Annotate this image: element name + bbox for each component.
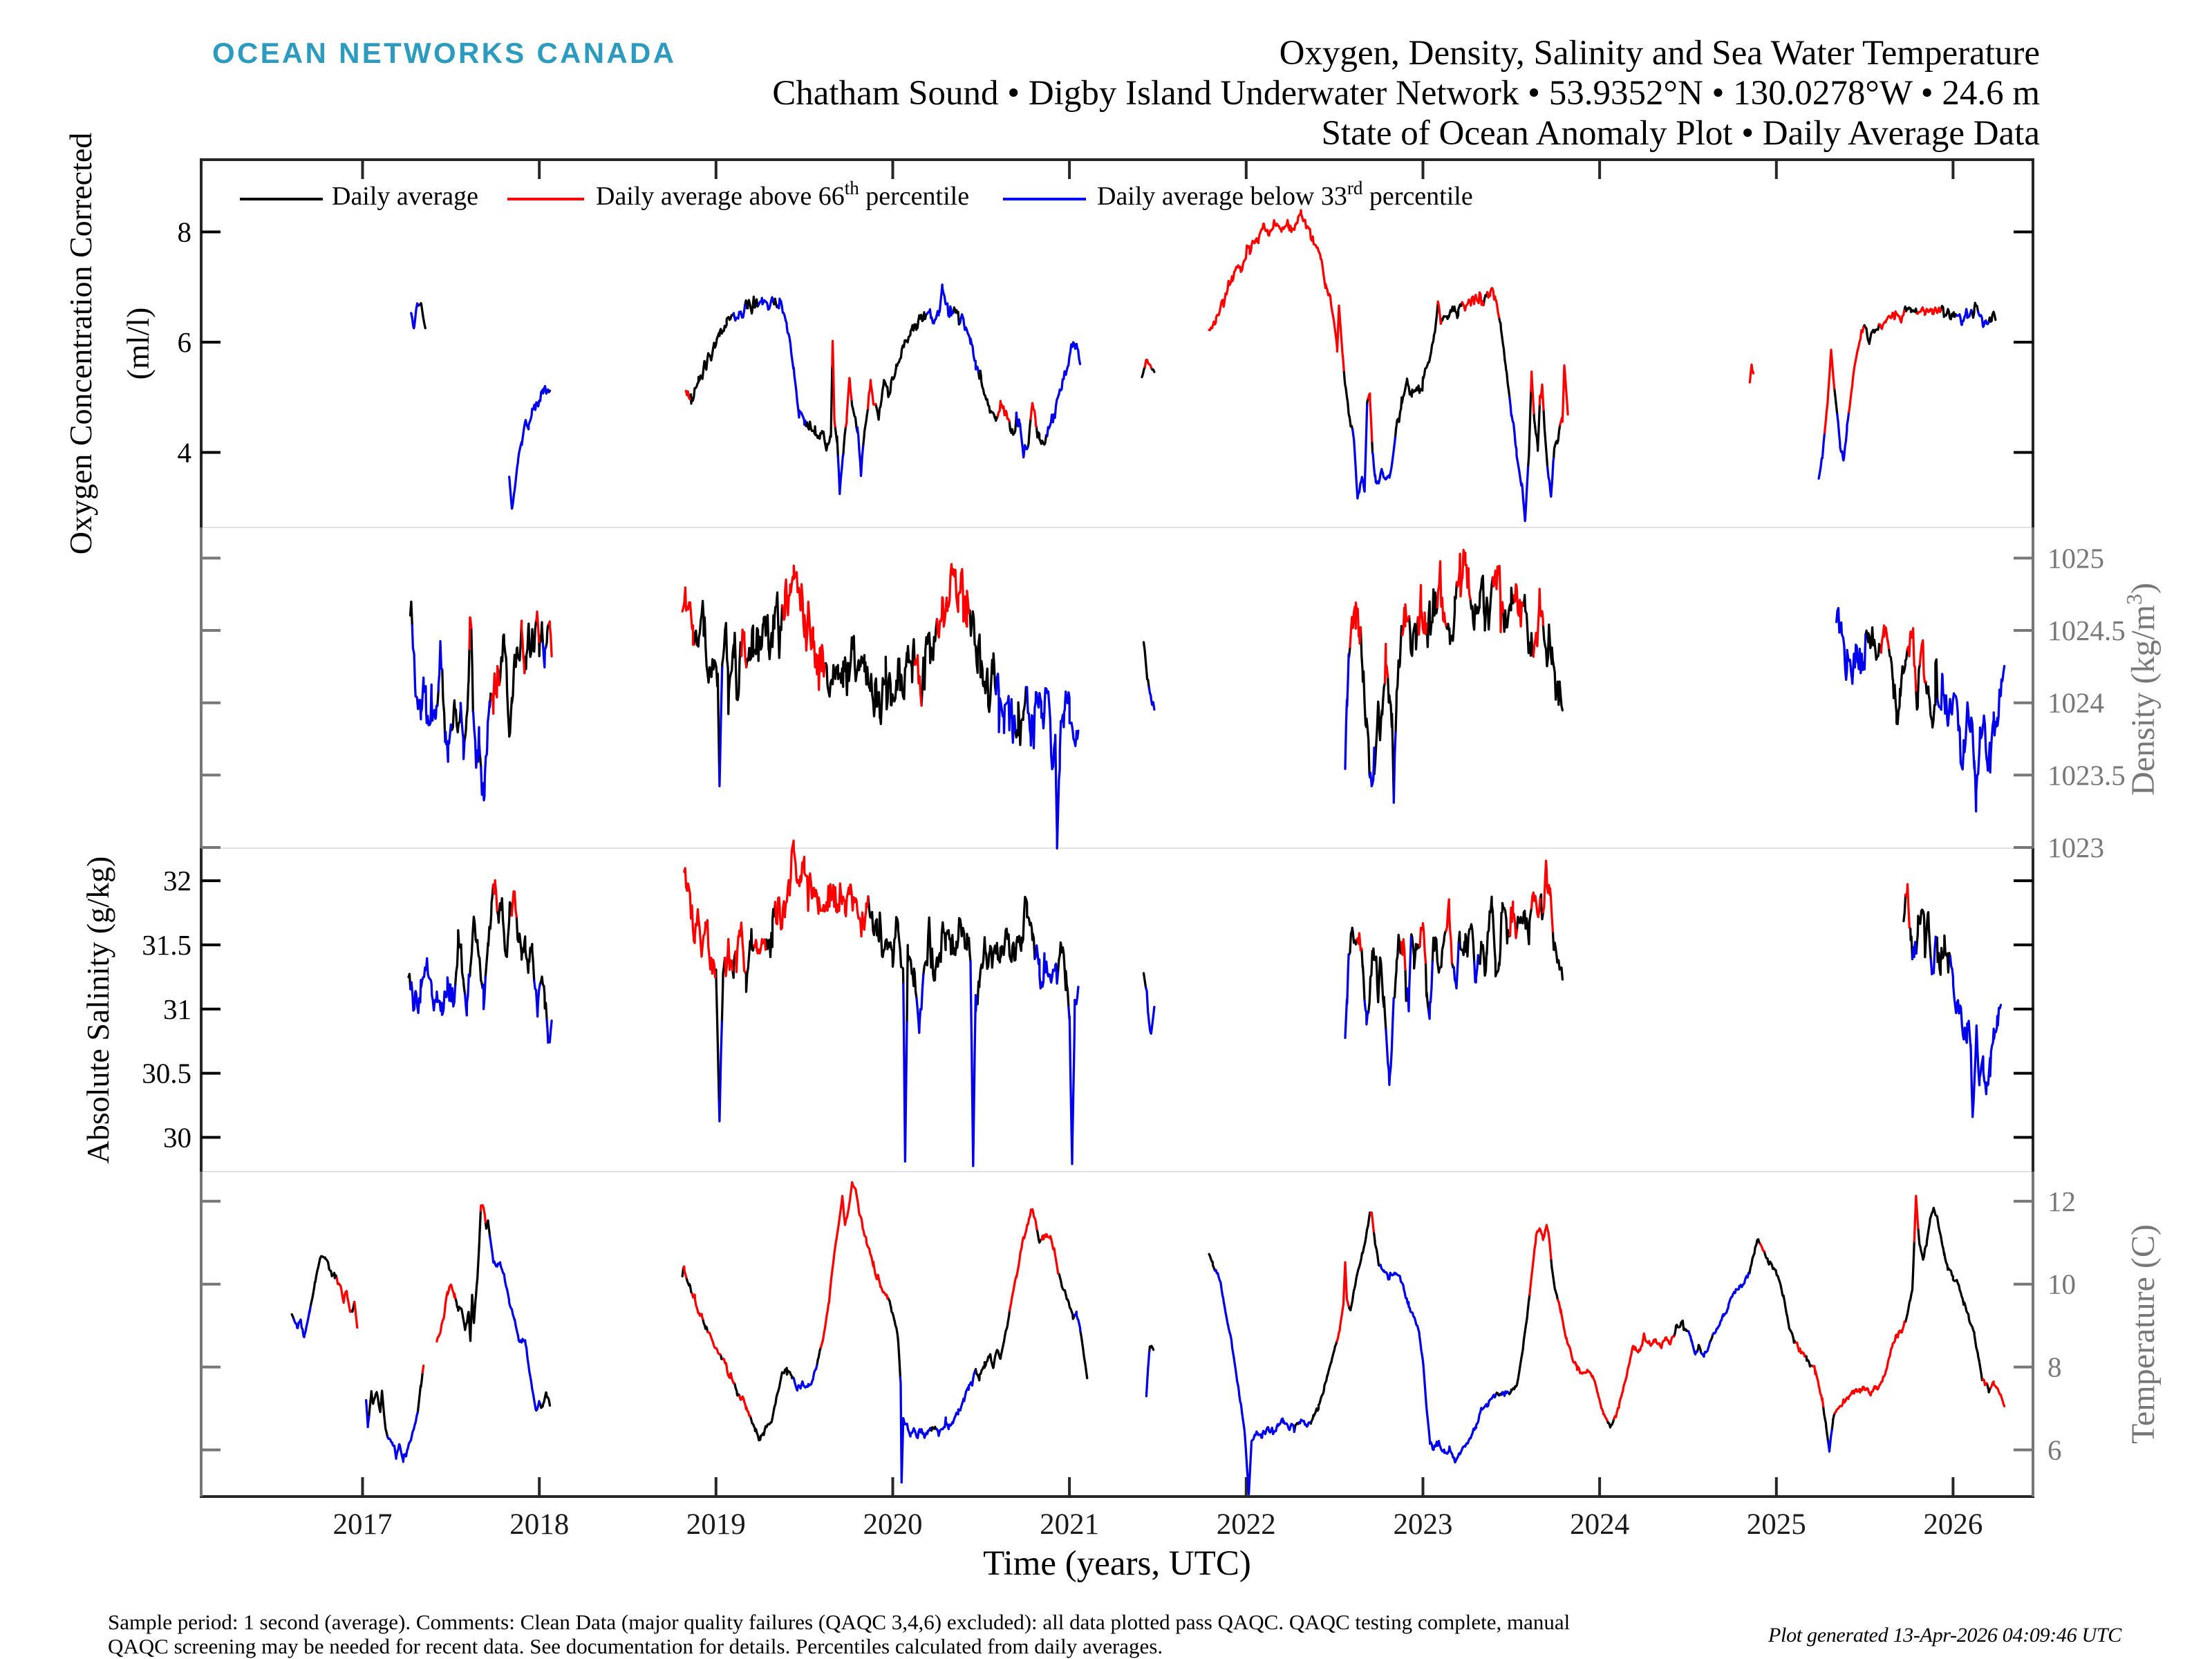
svg-text:2018: 2018 xyxy=(509,1508,569,1541)
svg-text:Density (kg/m3): Density (kg/m3) xyxy=(2121,583,2162,796)
svg-text:1023.5: 1023.5 xyxy=(2047,759,2126,791)
svg-text:1024.5: 1024.5 xyxy=(2047,615,2126,646)
svg-text:Time (years, UTC): Time (years, UTC) xyxy=(983,1544,1251,1583)
svg-text:2024: 2024 xyxy=(1570,1508,1629,1541)
svg-text:8: 8 xyxy=(2047,1351,2062,1383)
svg-text:Absolute Salinity (g/kg): Absolute Salinity (g/kg) xyxy=(80,856,115,1164)
svg-text:30: 30 xyxy=(163,1121,191,1153)
svg-text:2025: 2025 xyxy=(1747,1508,1806,1541)
svg-text:32: 32 xyxy=(163,865,191,897)
svg-text:(ml/l): (ml/l) xyxy=(120,308,156,380)
svg-text:4: 4 xyxy=(178,437,192,469)
svg-text:31.5: 31.5 xyxy=(142,929,191,961)
svg-text:30.5: 30.5 xyxy=(142,1058,191,1089)
svg-text:Plot generated 13-Apr-2026 04:: Plot generated 13-Apr-2026 04:09:46 UTC xyxy=(1768,1624,2122,1647)
svg-text:Daily average: Daily average xyxy=(332,182,478,211)
svg-text:2022: 2022 xyxy=(1217,1508,1276,1541)
svg-text:OCEAN NETWORKS CANADA: OCEAN NETWORKS CANADA xyxy=(212,37,676,69)
svg-text:6: 6 xyxy=(178,326,192,358)
svg-text:8: 8 xyxy=(178,216,192,248)
svg-text:Temperature (C): Temperature (C) xyxy=(2125,1224,2162,1444)
svg-text:2017: 2017 xyxy=(333,1508,393,1541)
svg-text:2019: 2019 xyxy=(686,1508,746,1541)
svg-text:1023: 1023 xyxy=(2047,832,2104,863)
svg-text:QAQC screening may be needed f: QAQC screening may be needed for recent … xyxy=(108,1634,1163,1658)
svg-text:Daily average above 66th perce: Daily average above 66th percentile xyxy=(596,178,969,211)
svg-text:2020: 2020 xyxy=(863,1508,923,1541)
svg-text:1025: 1025 xyxy=(2047,542,2104,574)
svg-text:2023: 2023 xyxy=(1394,1508,1453,1541)
svg-text:Daily average below 33rd perce: Daily average below 33rd percentile xyxy=(1097,178,1473,211)
svg-text:2021: 2021 xyxy=(1040,1508,1099,1541)
svg-text:1024: 1024 xyxy=(2047,687,2104,719)
svg-text:Oxygen, Density, Salinity and: Oxygen, Density, Salinity and Sea Water … xyxy=(1280,34,2040,73)
svg-text:31: 31 xyxy=(163,993,191,1025)
svg-text:2026: 2026 xyxy=(1923,1508,1983,1541)
svg-text:6: 6 xyxy=(2047,1434,2062,1466)
svg-text:Chatham Sound • Digby Island U: Chatham Sound • Digby Island Underwater … xyxy=(772,74,2040,113)
svg-text:12: 12 xyxy=(2047,1185,2076,1217)
svg-text:Oxygen Concentration Corrected: Oxygen Concentration Corrected xyxy=(63,133,98,555)
svg-text:Sample period: 1 second (avera: Sample period: 1 second (average). Comme… xyxy=(108,1610,1570,1634)
svg-text:10: 10 xyxy=(2047,1268,2076,1300)
svg-text:State of Ocean Anomaly Plot •: State of Ocean Anomaly Plot • Daily Aver… xyxy=(1322,114,2040,153)
